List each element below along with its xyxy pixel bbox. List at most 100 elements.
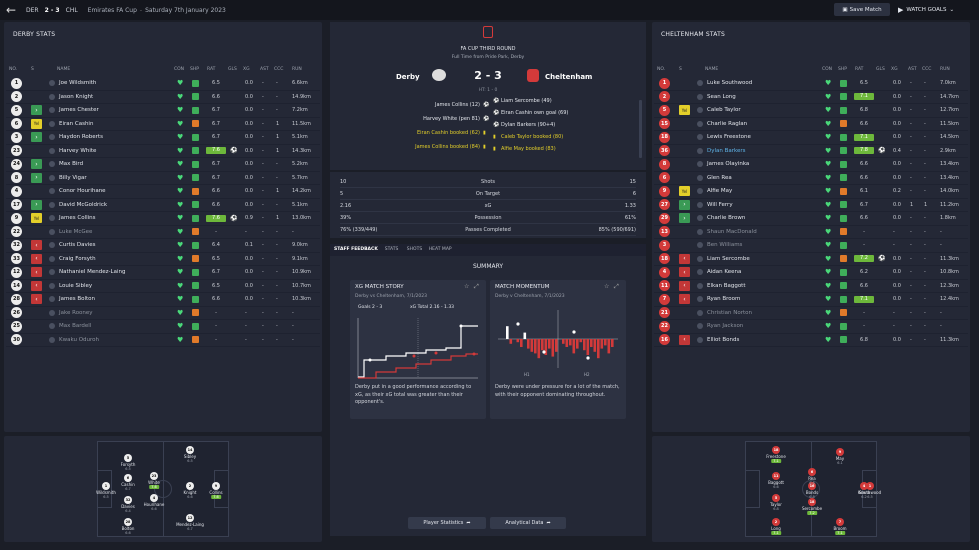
player-name[interactable]: Haydon Roberts [59,134,103,141]
player-name[interactable]: Caleb Taylor [707,107,741,114]
player-row[interactable]: 2 Sean Long ♥ 7.1 0.0 - - 14.7km [654,91,968,104]
player-row[interactable]: 28 ‹ James Bolton ♥ 6.6 0.0 - - 10.3km [6,293,320,307]
player-row[interactable]: 3 › Haydon Roberts ♥ 6.7 0.0 - 1 5.1km [6,131,320,145]
column-header[interactable]: RUN [940,67,950,72]
player-name[interactable]: Sean Long [707,93,736,100]
pitch-player-marker[interactable]: 11 [772,472,780,480]
column-header[interactable]: CON [822,67,833,72]
player-statistics-button[interactable]: Player Statistics ➦ [408,517,486,529]
player-name[interactable]: Liam Sercombe [707,255,750,262]
column-header[interactable]: RAT [207,67,216,72]
player-name[interactable]: Ben Williams [707,242,743,249]
player-name[interactable]: David McGoldrick [59,201,108,208]
column-header[interactable]: SHP [838,67,847,72]
match-momentum-card[interactable]: MATCH MOMENTUM ☆ ⤢ Derby v Cheltenham, 7… [490,280,626,419]
player-name[interactable]: Billy Vigar [59,174,87,181]
pitch-player-marker[interactable]: 16 [808,482,816,490]
tab-heat-map[interactable]: HEAT MAP [428,247,452,252]
player-row[interactable]: 21 Christian Norton ♥ - - - - - [654,307,968,320]
player-name[interactable]: Christian Norton [707,309,753,316]
column-header[interactable]: GLS [876,67,885,72]
player-name[interactable]: James Collins [59,215,96,222]
column-header[interactable]: AST [260,67,269,72]
player-row[interactable]: 33 ‹ Craig Forsyth ♥ 6.5 0.0 - - 9.1km [6,253,320,266]
column-header[interactable]: XG [891,67,898,72]
player-name[interactable]: Conor Hourihane [59,188,106,195]
player-name[interactable]: Elliot Bonds [707,336,740,343]
column-header[interactable]: NAME [57,67,71,72]
player-name[interactable]: Max Bird [59,161,84,168]
player-name[interactable]: Jason Knight [59,93,94,100]
xg-match-story-card[interactable]: XG MATCH STORY ☆ ⤢ Derby vs Cheltenham, … [350,280,486,419]
player-row[interactable]: 16 ‹ Elliot Bonds ♥ 6.8 0.0 - - 11.3km [654,334,968,347]
pitch-player-marker[interactable]: 28 [124,518,132,526]
player-name[interactable]: Alfie May [707,188,733,195]
column-header[interactable]: CON [174,67,185,72]
column-header[interactable]: GLS [228,67,237,72]
player-name[interactable]: Luke Southwood [707,80,753,87]
column-header[interactable]: NO. [657,67,666,72]
player-row[interactable]: 1 Joe Wildsmith ♥ 6.5 0.0 - - 6.6km [6,77,320,91]
expand-icon[interactable]: ⤢ [614,283,619,290]
pitch-player-marker[interactable]: 14 [186,446,194,454]
player-name[interactable]: Eiran Cashin [59,120,94,127]
back-arrow-icon[interactable]: ← [5,3,17,17]
pitch-player-marker[interactable]: 5 [772,494,780,502]
save-match-button[interactable]: ▣ Save Match [834,3,890,16]
player-row[interactable]: 24 › Max Bird ♥ 6.7 0.0 - - 5.2km [6,158,320,172]
player-name[interactable]: Kwaku Oduroh [59,336,100,343]
player-name[interactable]: Max Bardell [59,323,92,330]
player-name[interactable]: Curtis Davies [59,242,96,249]
expand-icon[interactable]: ⤢ [474,283,479,290]
player-row[interactable]: 4 ‹ Aidan Keena ♥ 6.2 0.0 - - 10.8km [654,266,968,280]
player-row[interactable]: 36 Dylan Barkers ♥ 7.8 ⚽ 0.4 - - 2.9km [654,145,968,158]
player-row[interactable]: 5 Yel Caleb Taylor ♥ 6.8 0.0 - - 12.7km [654,104,968,118]
pitch-player-marker[interactable]: 1 [102,482,110,490]
player-name[interactable]: Louie Sibley [59,282,93,289]
pitch-player-marker[interactable]: 4 [150,494,158,502]
column-header[interactable]: XG [243,67,250,72]
player-row[interactable]: 17 › David McGoldrick ♥ 6.6 0.0 - - 5.1km [6,199,320,212]
pitch-player-marker[interactable]: 12 [186,514,194,522]
pitch-player-marker[interactable]: 2 [186,482,194,490]
player-name[interactable]: Lewis Freestone [707,134,751,141]
column-header[interactable]: RAT [855,67,864,72]
player-row[interactable]: 5 › James Chester ♥ 6.7 0.0 - - 7.2km [6,104,320,118]
star-icon[interactable]: ☆ [604,283,610,290]
player-name[interactable]: Glen Rea [707,174,732,181]
pitch-player-marker[interactable]: 32 [124,496,132,504]
tab-shots[interactable]: SHOTS [406,247,423,252]
player-row[interactable]: 14 ‹ Louie Sibley ♥ 6.5 0.0 - - 10.7km [6,280,320,293]
player-row[interactable]: 11 ‹ Elkan Baggott ♥ 6.6 0.0 - - 12.3km [654,280,968,293]
player-row[interactable]: 26 Jake Rooney ♥ - - - - - [6,307,320,320]
player-name[interactable]: Luke McGee [59,228,93,235]
pitch-player-marker[interactable]: 23 [150,472,158,480]
player-row[interactable]: 6 Yel Eiran Cashin ♥ 6.7 0.0 - 1 11.5km [6,118,320,131]
player-name[interactable]: Shaun MacDonald [707,228,757,235]
column-header[interactable]: RUN [292,67,302,72]
column-header[interactable]: S [679,67,682,72]
player-row[interactable]: 9 Yel Alfie May ♥ 6.1 0.2 - - 14.0km [654,185,968,199]
player-row[interactable]: 32 ‹ Curtis Davies ♥ 6.4 0.1 - - 9.0km [6,239,320,253]
pitch-player-marker[interactable]: 1 [866,482,874,490]
events-scrollbar[interactable] [639,100,642,158]
column-header[interactable]: NAME [705,67,719,72]
player-name[interactable]: Ryan Jackson [707,323,744,330]
player-row[interactable]: 15 Charlie Raglan ♥ 6.6 0.0 - - 11.5km [654,118,968,131]
player-row[interactable]: 8 James Olayinka ♥ 6.6 0.0 - - 13.4km [654,158,968,172]
column-header[interactable]: NO. [9,67,18,72]
player-row[interactable]: 22 Ryan Jackson ♥ - - - - - [654,320,968,334]
pitch-player-marker[interactable]: 6 [124,474,132,482]
player-name[interactable]: Will Ferry [707,201,733,208]
tab-stats[interactable]: STATS [384,247,399,252]
pitch-player-marker[interactable]: 9 [212,482,220,490]
player-name[interactable]: Nathaniel Mendez-Laing [59,269,126,276]
player-name[interactable]: Jake Rooney [59,309,93,316]
player-row[interactable]: 22 Luke McGee ♥ - - - - - [6,226,320,239]
star-icon[interactable]: ☆ [464,283,470,290]
tab-staff-feedback[interactable]: STAFF FEEDBACK [334,247,378,252]
player-name[interactable]: Ryan Broom [707,296,741,303]
watch-goals-button[interactable]: ▶ WATCH GOALS ⌄ [898,3,973,16]
player-row[interactable]: 4 Conor Hourihane ♥ 6.6 0.0 - 1 14.2km [6,185,320,199]
pitch-player-marker[interactable]: 18 [772,446,780,454]
